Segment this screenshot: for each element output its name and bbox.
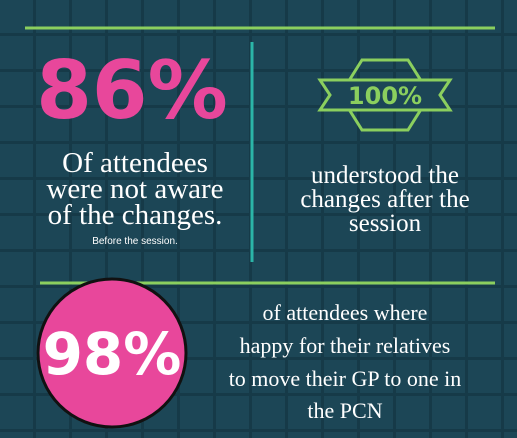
stat-text: of the changes. xyxy=(48,199,223,231)
stat-value: 86% xyxy=(36,44,227,137)
stat-text: of attendees where xyxy=(263,300,428,325)
stat-text: Of attendees xyxy=(62,147,208,179)
stat-text: happy for their relatives xyxy=(240,333,451,358)
stat-text: session xyxy=(349,210,422,237)
stat-text: the PCN xyxy=(307,398,382,423)
stat-text: to move their GP to one in xyxy=(229,366,462,391)
stat-text: were not aware xyxy=(46,173,223,205)
stat-text: understood the xyxy=(311,162,459,189)
stat-note: Before the session. xyxy=(92,236,178,247)
badge xyxy=(317,58,453,132)
stat-value: 98% xyxy=(43,320,182,388)
circle xyxy=(36,277,188,429)
stat-value: 100% xyxy=(348,82,422,110)
stat-text: changes after the xyxy=(300,186,469,213)
